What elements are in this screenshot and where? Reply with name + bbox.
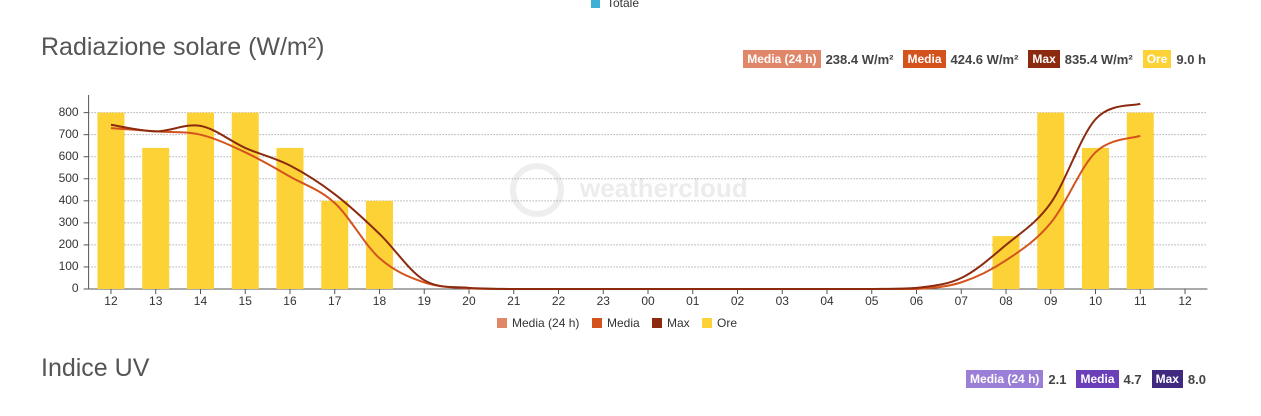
stat-badges: Media (24 h) 238.4 W/m² Media 424.6 W/m² Max… [743, 50, 1206, 68]
legend-label: Totale [607, 0, 639, 10]
badge-label: Media [903, 50, 946, 68]
x-tick-label: 06 [910, 294, 924, 308]
badge-label: Media [1076, 370, 1119, 388]
y-tick-label: 300 [59, 215, 79, 229]
bar [231, 112, 259, 290]
badge-value: 9.0 h [1176, 51, 1206, 67]
badge-label: Media (24 h) [743, 50, 821, 68]
y-tick-label: 600 [59, 149, 79, 163]
line [110, 127, 1141, 290]
bar [142, 147, 170, 289]
legend-marker [652, 318, 662, 328]
legend-label: Media [607, 316, 640, 330]
badge: Media 424.6 W/m² [903, 50, 1018, 68]
x-tick-label: 03 [776, 294, 790, 308]
x-tick-label: 23 [597, 294, 611, 308]
y-tick-label: 0 [72, 281, 79, 295]
x-tick-label: 11 [1134, 294, 1147, 308]
badge: Media 4.7 [1076, 370, 1142, 388]
x-tick-label: 18 [373, 294, 387, 308]
y-tick-label: 700 [59, 127, 79, 141]
badge: Max 835.4 W/m² [1028, 50, 1133, 68]
x-tick-label: 09 [1044, 294, 1058, 308]
chart-title: Radiazione solare (W/m²) [41, 33, 325, 61]
x-tick-label: 05 [865, 294, 879, 308]
y-tick-label: 400 [59, 193, 79, 207]
x-tick-label: 19 [418, 294, 432, 308]
uv-title: Indice UV [41, 354, 150, 382]
bar [1126, 112, 1154, 290]
badge-label: Max [1151, 370, 1183, 388]
line [110, 102, 1141, 290]
x-tick-label: 02 [731, 294, 745, 308]
x-tick-label: 13 [149, 294, 163, 308]
legend-label: Max [667, 316, 690, 330]
x-tick-label: 12 [104, 294, 118, 308]
badge-value: 8.0 [1187, 371, 1206, 387]
x-tick-label: 01 [686, 294, 700, 308]
badge-value: 835.4 W/m² [1064, 51, 1133, 67]
x-tick-label: 08 [999, 294, 1013, 308]
badge-value: 2.1 [1048, 371, 1067, 387]
bar [321, 200, 349, 289]
badge: Max 8.0 [1151, 370, 1206, 388]
badge: Media (24 h) 2.1 [966, 370, 1066, 388]
legend-marker [702, 318, 712, 328]
x-tick-label: 10 [1089, 294, 1103, 308]
x-tick-label: 15 [239, 294, 253, 308]
bar [1082, 147, 1110, 289]
badge-value: 424.6 W/m² [950, 51, 1019, 67]
watermark-icon [510, 163, 564, 217]
legend-marker [497, 318, 507, 328]
x-tick-label: 21 [507, 294, 521, 308]
watermark: weathercloud [579, 173, 748, 203]
badge-value: 4.7 [1123, 371, 1142, 387]
x-tick-label: 07 [955, 294, 969, 308]
badge: Ore 9.0 h [1142, 50, 1206, 68]
x-tick-label: 12 [1178, 294, 1192, 308]
x-tick-label: 20 [462, 294, 476, 308]
x-tick-label: 14 [194, 294, 208, 308]
bar [97, 112, 125, 290]
legend-label: Ore [717, 316, 737, 330]
x-tick-label: 00 [641, 294, 655, 308]
y-tick-label: 500 [59, 171, 79, 185]
uv-badges: Media (24 h) 2.1 Media 4.7 Max 8.0 [966, 370, 1206, 388]
y-tick-label: 800 [59, 105, 79, 119]
bar [186, 112, 214, 290]
badge-label: Ore [1142, 50, 1172, 68]
legend-marker [592, 318, 602, 328]
legend-marker [591, 0, 600, 8]
x-tick-label: 16 [283, 294, 297, 308]
badge-label: Media (24 h) [966, 370, 1044, 388]
badge-label: Max [1028, 50, 1060, 68]
x-tick-label: 22 [552, 294, 566, 308]
y-tick-label: 200 [59, 237, 79, 251]
y-tick-label: 100 [59, 259, 79, 273]
bar [1037, 112, 1065, 290]
bar [276, 147, 304, 289]
badge: Media (24 h) 238.4 W/m² [743, 50, 893, 68]
x-tick-label: 17 [328, 294, 342, 308]
x-tick-label: 04 [820, 294, 834, 308]
badge-value: 238.4 W/m² [825, 51, 894, 67]
legend-label: Media (24 h) [512, 316, 579, 330]
